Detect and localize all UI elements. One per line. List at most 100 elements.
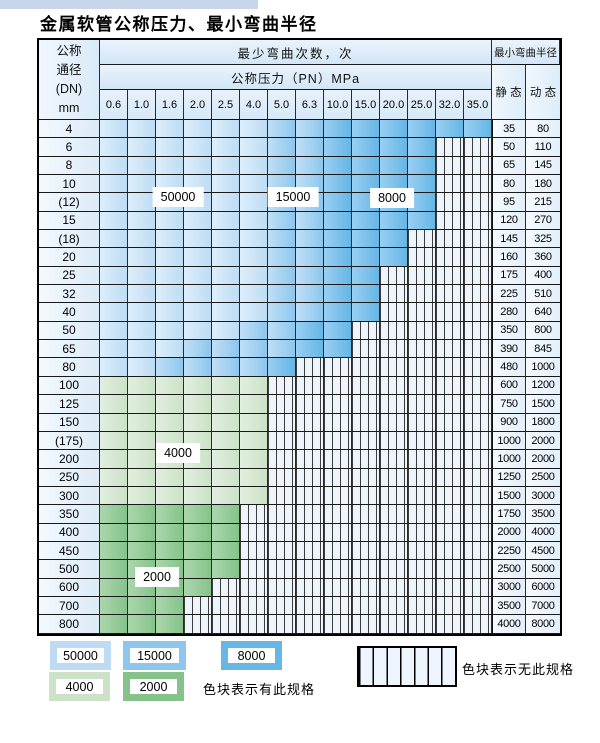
cycle-count-label-2000: 2000 xyxy=(136,568,178,586)
spec-cell xyxy=(184,120,212,138)
no-spec-cell xyxy=(324,542,352,560)
corner-header-line: 通径 xyxy=(56,61,81,80)
spec-cell xyxy=(100,597,128,615)
static-radius-value: 480 xyxy=(492,358,526,376)
row-dn-label: 10 xyxy=(39,175,100,193)
spec-cell xyxy=(408,120,436,138)
spec-cell xyxy=(100,505,128,523)
row-dn-label: 200 xyxy=(39,450,100,468)
spec-cell xyxy=(100,285,128,303)
pressure-header-4.0: 4.0 xyxy=(240,90,268,120)
no-spec-cell xyxy=(212,615,240,633)
no-spec-cell xyxy=(436,469,464,487)
corner-header: 公称通径(DN)mm xyxy=(39,40,100,120)
dynamic-radius-value: 845 xyxy=(526,340,560,358)
no-spec-cell xyxy=(464,432,492,450)
no-spec-cell xyxy=(436,157,464,175)
no-spec-cell xyxy=(464,377,492,395)
spec-cell xyxy=(128,432,156,450)
no-spec-cell xyxy=(268,560,296,578)
no-spec-cell xyxy=(324,377,352,395)
dynamic-radius-value: 1800 xyxy=(526,414,560,432)
no-spec-cell xyxy=(380,615,408,633)
min-bend-radius-header: 最小弯曲半径 xyxy=(492,40,560,65)
spec-cell xyxy=(268,120,296,138)
spec-cell xyxy=(156,414,184,432)
no-spec-cell xyxy=(464,560,492,578)
no-spec-cell xyxy=(268,414,296,432)
no-spec-cell xyxy=(268,450,296,468)
no-spec-cell xyxy=(352,615,380,633)
no-spec-cell xyxy=(408,542,436,560)
no-spec-cell xyxy=(408,285,436,303)
legend-swatch-2000: 2000 xyxy=(123,672,184,701)
spec-cell xyxy=(156,377,184,395)
cycle-count-label-50000: 50000 xyxy=(154,188,203,206)
row-dn-label: 300 xyxy=(39,487,100,505)
legend-no-spec-swatch xyxy=(357,646,457,687)
spec-cell xyxy=(128,505,156,523)
dynamic-radius-value: 510 xyxy=(526,285,560,303)
spec-cell xyxy=(268,303,296,321)
pressure-header-2.0: 2.0 xyxy=(184,90,212,120)
spec-cell xyxy=(156,524,184,542)
no-spec-cell xyxy=(380,285,408,303)
dynamic-radius-value: 3500 xyxy=(526,505,560,523)
spec-cell xyxy=(212,157,240,175)
no-spec-cell xyxy=(408,414,436,432)
spec-cell xyxy=(296,285,324,303)
static-radius-value: 390 xyxy=(492,340,526,358)
spec-cell xyxy=(240,432,268,450)
no-spec-cell xyxy=(268,469,296,487)
no-spec-cell xyxy=(324,414,352,432)
no-spec-cell xyxy=(464,579,492,597)
no-spec-cell xyxy=(464,597,492,615)
pressure-header-5.0: 5.0 xyxy=(268,90,296,120)
spec-cell xyxy=(380,248,408,266)
spec-cell xyxy=(100,193,128,211)
spec-cell xyxy=(352,285,380,303)
spec-cell xyxy=(156,597,184,615)
spec-cell xyxy=(156,138,184,156)
spec-cell xyxy=(100,157,128,175)
spec-cell xyxy=(240,377,268,395)
no-spec-cell xyxy=(436,358,464,376)
spec-cell xyxy=(212,395,240,413)
legend-swatch-8000: 8000 xyxy=(221,641,282,670)
spec-cell xyxy=(100,524,128,542)
spec-cell xyxy=(128,487,156,505)
dynamic-radius-value: 145 xyxy=(526,157,560,175)
spec-cell xyxy=(184,267,212,285)
static-radius-value: 145 xyxy=(492,230,526,248)
no-spec-cell xyxy=(352,414,380,432)
spec-cell xyxy=(240,450,268,468)
no-spec-cell xyxy=(296,560,324,578)
spec-cell xyxy=(324,303,352,321)
static-radius-value: 80 xyxy=(492,175,526,193)
static-radius-value: 65 xyxy=(492,157,526,175)
spec-cell xyxy=(100,450,128,468)
no-spec-cell xyxy=(240,579,268,597)
no-spec-cell xyxy=(240,524,268,542)
row-dn-label: 500 xyxy=(39,560,100,578)
spec-cell xyxy=(156,615,184,633)
no-spec-cell xyxy=(436,615,464,633)
spec-cell xyxy=(128,175,156,193)
no-spec-cell xyxy=(464,212,492,230)
spec-cell xyxy=(128,230,156,248)
cycle-count-label-15000: 15000 xyxy=(269,188,318,206)
spec-table: 公称通径(DN)mm最少弯曲次数，次最小弯曲半径公称压力（PN）MPa静 态动 … xyxy=(37,38,562,636)
no-spec-cell xyxy=(380,579,408,597)
spec-cell xyxy=(240,248,268,266)
pressure-header-1.0: 1.0 xyxy=(128,90,156,120)
spec-cell xyxy=(212,267,240,285)
no-spec-cell xyxy=(436,414,464,432)
spec-cell xyxy=(128,597,156,615)
spec-cell xyxy=(184,248,212,266)
no-spec-cell xyxy=(380,505,408,523)
spec-cell xyxy=(408,138,436,156)
spec-cell xyxy=(380,138,408,156)
no-spec-cell xyxy=(268,579,296,597)
no-spec-cell xyxy=(352,358,380,376)
static-radius-value: 35 xyxy=(492,120,526,138)
